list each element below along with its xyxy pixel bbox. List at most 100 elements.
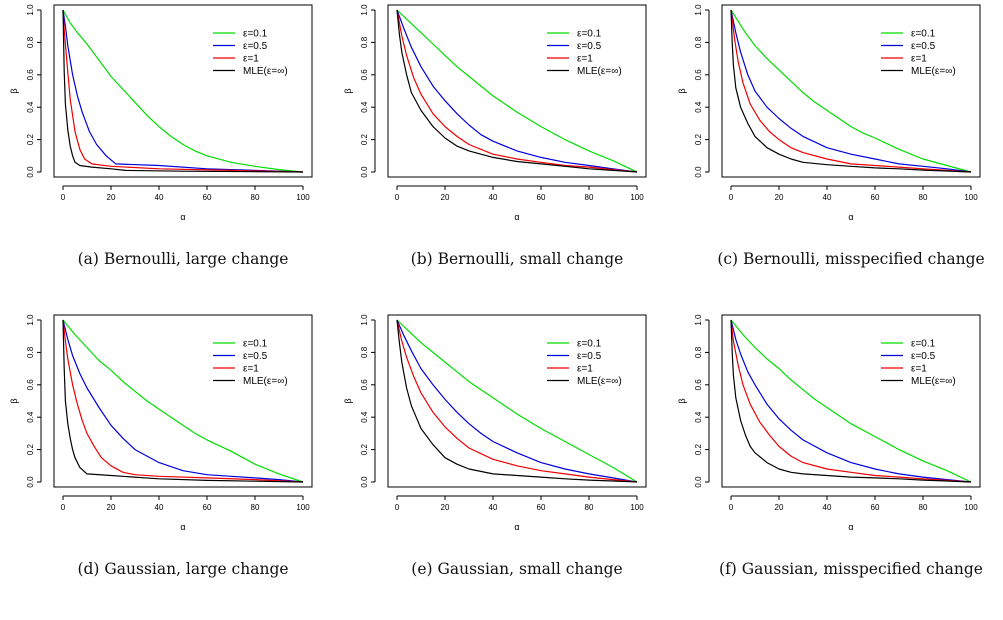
x-tick-label: 80 bbox=[251, 193, 260, 202]
y-axis-label: β bbox=[677, 398, 687, 403]
y-tick-label: 0.4 bbox=[360, 101, 369, 113]
y-tick-label: 0.6 bbox=[694, 379, 703, 391]
x-tick-label: 60 bbox=[203, 193, 212, 202]
legend-label: ε=1 bbox=[911, 54, 927, 65]
chart-panel-e: 0 20 40 60 80 100 0.0 0.2 0.4 0.6 0.8 1.0 α β ε=0.1 ε=0… bbox=[334, 310, 668, 620]
x-tick-label: 80 bbox=[251, 503, 260, 512]
series-line-2 bbox=[62, 9, 304, 173]
legend-label: MLE(ε=∞) bbox=[911, 376, 956, 387]
y-tick-label: 0.8 bbox=[26, 346, 35, 358]
subfigure-caption: (f) Gaussian, misspecified change bbox=[719, 560, 983, 578]
y-axis-label: β bbox=[343, 398, 353, 403]
x-tick-label: 0 bbox=[395, 193, 400, 202]
series-line-2 bbox=[730, 9, 972, 173]
x-tick-label: 100 bbox=[964, 193, 978, 202]
y-tick-label: 0.2 bbox=[360, 133, 369, 145]
y-tick-label: 0.4 bbox=[360, 411, 369, 423]
y-tick-label: 0.6 bbox=[694, 69, 703, 81]
x-tick-label: 60 bbox=[537, 503, 546, 512]
y-tick-label: 0.0 bbox=[694, 166, 703, 178]
plot-frame bbox=[721, 314, 981, 488]
series-line-2 bbox=[62, 319, 304, 483]
x-tick-label: 80 bbox=[585, 503, 594, 512]
y-tick-label: 1.0 bbox=[360, 314, 369, 326]
legend-label: ε=0.1 bbox=[911, 29, 936, 40]
y-axis-label: β bbox=[343, 88, 353, 93]
series-line-1 bbox=[730, 319, 972, 483]
legend-label: MLE(ε=∞) bbox=[577, 66, 622, 77]
plot-c: 0 20 40 60 80 100 0.0 0.2 0.4 0.6 0.8 1.0 α β ε=0.1ε=0… bbox=[677, 4, 981, 222]
legend-label: ε=0.5 bbox=[243, 41, 268, 52]
series-line-1 bbox=[396, 9, 638, 173]
legend-label: ε=0.1 bbox=[577, 29, 602, 40]
subfigure-caption: (c) Bernoulli, misspecified change bbox=[717, 250, 985, 268]
x-tick-label: 20 bbox=[441, 193, 450, 202]
x-tick-label: 0 bbox=[729, 193, 734, 202]
x-tick-label: 40 bbox=[823, 193, 832, 202]
y-tick-label: 1.0 bbox=[694, 314, 703, 326]
y-axis-label: β bbox=[9, 398, 19, 403]
y-axis-label: β bbox=[9, 88, 19, 93]
plot-a: 0 20 40 60 80 100 0.0 0.2 0.4 0.6 0.8 1.0 α β ε=0.1ε=0… bbox=[9, 4, 313, 222]
y-tick-label: 0.6 bbox=[360, 379, 369, 391]
y-tick-label: 0.4 bbox=[26, 411, 35, 423]
x-tick-label: 20 bbox=[775, 503, 784, 512]
x-tick-label: 100 bbox=[296, 193, 310, 202]
series-line-2 bbox=[396, 319, 638, 483]
series-line-4 bbox=[62, 9, 304, 173]
y-tick-label: 0.0 bbox=[26, 166, 35, 178]
x-tick-label: 40 bbox=[823, 503, 832, 512]
y-tick-label: 0.6 bbox=[26, 379, 35, 391]
subfigure-caption: (e) Gaussian, small change bbox=[411, 560, 623, 578]
y-tick-label: 0.2 bbox=[26, 133, 35, 145]
plot-frame bbox=[387, 4, 647, 178]
y-tick-label: 0.0 bbox=[694, 476, 703, 488]
y-tick-label: 0.2 bbox=[360, 443, 369, 455]
legend-label: MLE(ε=∞) bbox=[911, 66, 956, 77]
series-line-2 bbox=[730, 319, 972, 483]
legend-label: ε=0.1 bbox=[911, 339, 936, 350]
x-tick-label: 0 bbox=[61, 193, 66, 202]
legend-label: ε=0.1 bbox=[577, 339, 602, 350]
series-line-3 bbox=[396, 9, 638, 173]
x-axis-label: α bbox=[848, 522, 853, 532]
subfigure-caption: (a) Bernoulli, large change bbox=[77, 250, 289, 268]
y-tick-label: 0.8 bbox=[694, 346, 703, 358]
series-line-1 bbox=[62, 319, 304, 483]
y-tick-label: 0.8 bbox=[360, 346, 369, 358]
chart-panel-d: 0 20 40 60 80 100 0.0 0.2 0.4 0.6 0.8 1.0 α β ε=0.1 ε=0… bbox=[0, 310, 334, 620]
plot-f: 0 20 40 60 80 100 0.0 0.2 0.4 0.6 0.8 1.0 α β ε=0.1ε=0… bbox=[677, 314, 981, 532]
x-tick-label: 0 bbox=[729, 503, 734, 512]
x-tick-label: 40 bbox=[155, 503, 164, 512]
x-tick-label: 100 bbox=[630, 503, 644, 512]
y-tick-label: 0.0 bbox=[360, 166, 369, 178]
x-tick-label: 60 bbox=[203, 503, 212, 512]
plot-frame bbox=[53, 4, 313, 178]
y-tick-label: 1.0 bbox=[360, 4, 369, 16]
y-tick-label: 0.2 bbox=[694, 133, 703, 145]
x-tick-label: 60 bbox=[871, 193, 880, 202]
legend-label: MLE(ε=∞) bbox=[243, 66, 288, 77]
legend-label: ε=0.5 bbox=[577, 351, 602, 362]
chart-panel-c: 0 20 40 60 80 100 0.0 0.2 0.4 0.6 0.8 1.0 α β ε=0.1 ε=0… bbox=[668, 0, 1003, 310]
y-tick-label: 0.8 bbox=[694, 36, 703, 48]
x-tick-label: 100 bbox=[964, 503, 978, 512]
plot-frame bbox=[53, 314, 313, 488]
x-tick-label: 20 bbox=[107, 193, 116, 202]
series-line-3 bbox=[730, 319, 972, 483]
legend-label: ε=0.1 bbox=[243, 339, 268, 350]
subfigure-caption: (b) Bernoulli, small change bbox=[410, 250, 624, 268]
y-tick-label: 0.2 bbox=[694, 443, 703, 455]
y-tick-label: 1.0 bbox=[26, 314, 35, 326]
x-tick-label: 20 bbox=[107, 503, 116, 512]
y-tick-label: 0.6 bbox=[360, 69, 369, 81]
subfigure-caption: (d) Gaussian, large change bbox=[77, 560, 289, 578]
legend-label: ε=1 bbox=[577, 364, 593, 375]
series-line-3 bbox=[62, 319, 304, 483]
y-tick-label: 0.4 bbox=[694, 101, 703, 113]
series-line-4 bbox=[62, 319, 304, 483]
series-line-4 bbox=[730, 9, 972, 173]
legend-label: ε=0.5 bbox=[911, 41, 936, 52]
x-tick-label: 100 bbox=[630, 193, 644, 202]
x-tick-label: 100 bbox=[296, 503, 310, 512]
